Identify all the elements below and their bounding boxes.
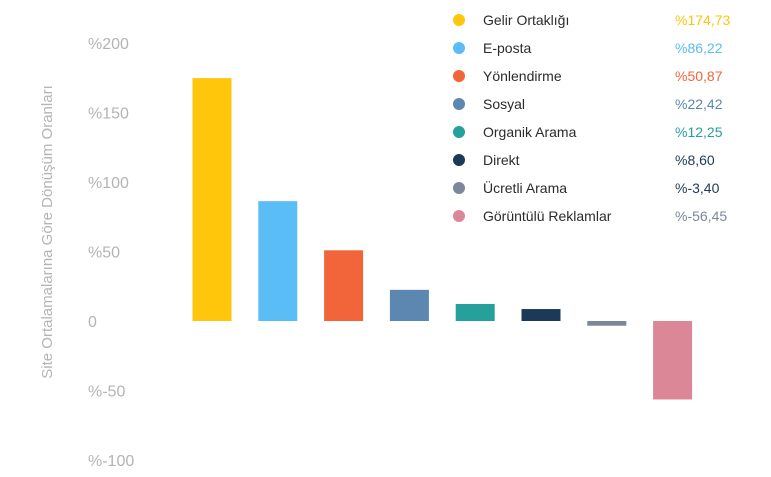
y-tick-label: 0	[88, 314, 97, 331]
legend-marker	[453, 126, 465, 138]
legend-value: %-56,45	[675, 208, 727, 224]
bar	[653, 321, 693, 400]
y-tick-label: %-100	[88, 453, 134, 470]
y-tick-label: %100	[88, 175, 129, 192]
legend-value: %174,73	[675, 12, 730, 28]
legend-label: Sosyal	[483, 96, 525, 112]
y-axis-ticks: %-100 %-50 0 %50 %100 %150 %200	[88, 36, 134, 470]
bar	[455, 303, 495, 321]
bar	[192, 78, 232, 321]
legend-value: %8,60	[675, 152, 715, 168]
legend-value: %-3,40	[675, 180, 720, 196]
legend-marker	[453, 210, 465, 222]
legend-marker	[453, 70, 465, 82]
legend-label: Görüntülü Reklamlar	[483, 208, 612, 224]
legend: Gelir Ortaklığı %174,73 E-posta %86,22 Yönle…	[453, 12, 730, 224]
legend-label: Direkt	[483, 152, 520, 168]
bar	[258, 201, 298, 321]
legend-marker	[453, 182, 465, 194]
bar	[521, 309, 561, 321]
y-tick-label: %-50	[88, 384, 125, 401]
legend-marker	[453, 98, 465, 110]
legend-value: %50,87	[675, 68, 723, 84]
bar	[324, 250, 364, 321]
legend-value: %86,22	[675, 40, 723, 56]
y-tick-label: %50	[88, 245, 120, 262]
legend-label: Ücretli Arama	[483, 179, 567, 196]
legend-label: Gelir Ortaklığı	[483, 12, 569, 28]
legend-label: Yönlendirme	[483, 68, 562, 84]
bar	[389, 289, 429, 321]
bar	[587, 321, 627, 326]
legend-label: Organik Arama	[483, 124, 577, 140]
legend-value: %12,25	[675, 124, 723, 140]
bars	[192, 78, 693, 400]
y-tick-label: %200	[88, 36, 129, 53]
y-axis-label: Site Ortalamalarına Göre Dönüşüm Oranlar…	[39, 85, 56, 378]
legend-value: %22,42	[675, 96, 723, 112]
legend-marker	[453, 14, 465, 26]
legend-marker	[453, 154, 465, 166]
y-tick-label: %150	[88, 106, 129, 123]
legend-marker	[453, 42, 465, 54]
legend-label: E-posta	[483, 40, 531, 56]
